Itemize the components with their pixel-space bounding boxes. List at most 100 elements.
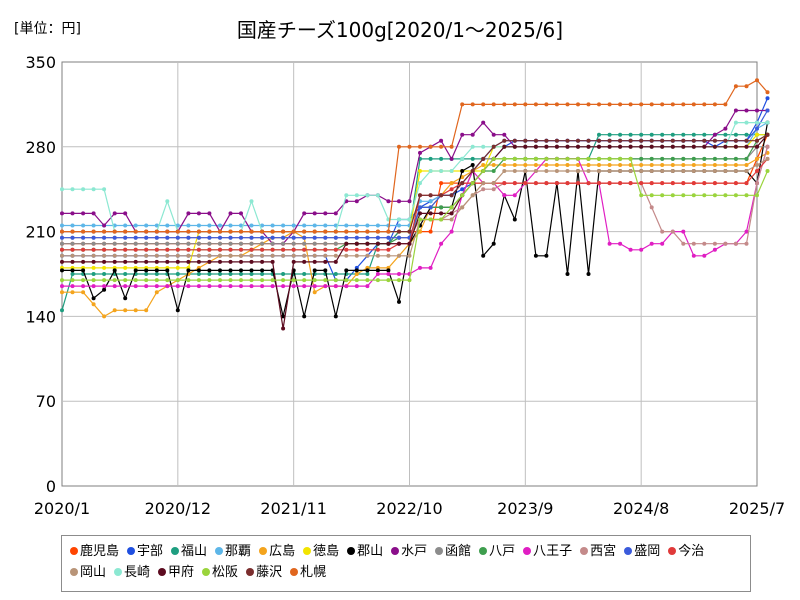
data-point	[544, 102, 549, 107]
data-point	[323, 229, 328, 234]
series-岡山	[60, 156, 770, 258]
data-point	[712, 247, 717, 252]
legend-item: 甲府	[158, 562, 194, 583]
data-point	[544, 156, 549, 161]
data-point	[281, 284, 286, 289]
data-point	[755, 132, 759, 137]
data-point	[270, 241, 275, 246]
data-point	[123, 278, 128, 283]
data-point	[60, 278, 64, 283]
data-point	[597, 156, 601, 161]
data-point	[144, 308, 149, 313]
data-point	[397, 235, 401, 240]
data-point	[91, 187, 96, 192]
data-point	[491, 181, 496, 186]
data-point	[512, 156, 517, 161]
data-point	[207, 278, 212, 283]
data-point	[439, 156, 444, 161]
data-point	[333, 235, 338, 240]
data-point	[744, 132, 749, 137]
unit-label: [単位：円]	[14, 21, 81, 37]
data-point	[723, 156, 728, 161]
data-point	[249, 268, 254, 273]
data-point	[312, 211, 317, 216]
data-point	[733, 156, 738, 161]
data-point	[312, 229, 317, 234]
data-point	[702, 132, 707, 137]
data-point	[123, 235, 128, 240]
data-point	[512, 169, 517, 173]
data-point	[733, 169, 738, 173]
data-point	[207, 211, 212, 216]
data-point	[649, 102, 654, 107]
data-point	[81, 253, 86, 258]
data-point	[60, 268, 64, 273]
data-point	[418, 193, 422, 198]
data-point	[112, 308, 117, 313]
data-point	[302, 278, 307, 283]
legend-label: 盛岡	[634, 544, 661, 559]
data-point	[323, 247, 328, 252]
data-point	[702, 181, 707, 186]
data-point	[239, 235, 243, 240]
data-point	[618, 138, 623, 143]
data-point	[681, 169, 686, 173]
x-tick-label: 2020/12	[145, 499, 211, 518]
data-point	[670, 132, 675, 137]
data-point	[344, 235, 349, 240]
data-point	[228, 211, 233, 216]
data-point	[723, 181, 728, 186]
data-point	[576, 102, 580, 107]
data-point	[565, 163, 570, 167]
data-point	[91, 247, 96, 252]
data-point	[470, 181, 475, 186]
data-point	[460, 187, 465, 192]
data-point	[397, 217, 401, 222]
data-point	[576, 169, 580, 173]
data-point	[302, 253, 307, 258]
data-point	[175, 308, 180, 313]
data-point	[123, 284, 128, 289]
data-point	[375, 247, 380, 252]
data-point	[491, 132, 496, 137]
data-point	[733, 163, 738, 167]
legend-item: 函館	[435, 541, 471, 562]
data-point	[81, 247, 86, 252]
data-point	[660, 229, 665, 234]
legend: 鹿児島 宇部 福山 那覇 広島 徳島 郡山 水戸 函館 八戸 八王子 西宮 盛岡 今治岡山 長崎 甲府 松阪 藤沢…	[61, 535, 751, 592]
legend-item: 今治	[668, 541, 704, 562]
data-point	[565, 272, 570, 276]
data-point	[123, 308, 128, 313]
data-point	[586, 163, 591, 167]
data-point	[649, 156, 654, 161]
data-point	[628, 156, 633, 161]
data-point	[102, 229, 107, 234]
legend-item: 徳島	[303, 541, 339, 562]
data-point	[375, 272, 380, 276]
data-point	[175, 272, 180, 276]
data-point	[428, 229, 433, 234]
data-point	[744, 84, 749, 89]
data-point	[618, 181, 623, 186]
data-point	[375, 253, 380, 258]
data-point	[186, 259, 191, 264]
data-point	[344, 278, 349, 283]
data-point	[428, 144, 433, 149]
data-point	[60, 241, 64, 246]
legend-marker	[668, 547, 677, 555]
data-point	[60, 229, 64, 234]
data-point	[144, 284, 149, 289]
data-point	[765, 169, 770, 173]
data-point	[418, 181, 422, 186]
data-point	[702, 253, 707, 258]
legend-label: 函館	[445, 544, 472, 559]
data-point	[618, 132, 623, 137]
data-point	[428, 169, 433, 173]
data-point	[312, 290, 317, 295]
data-point	[196, 229, 201, 234]
data-point	[702, 193, 707, 198]
data-point	[418, 150, 422, 155]
data-point	[260, 284, 265, 289]
data-point	[175, 223, 180, 228]
data-point	[670, 138, 675, 143]
